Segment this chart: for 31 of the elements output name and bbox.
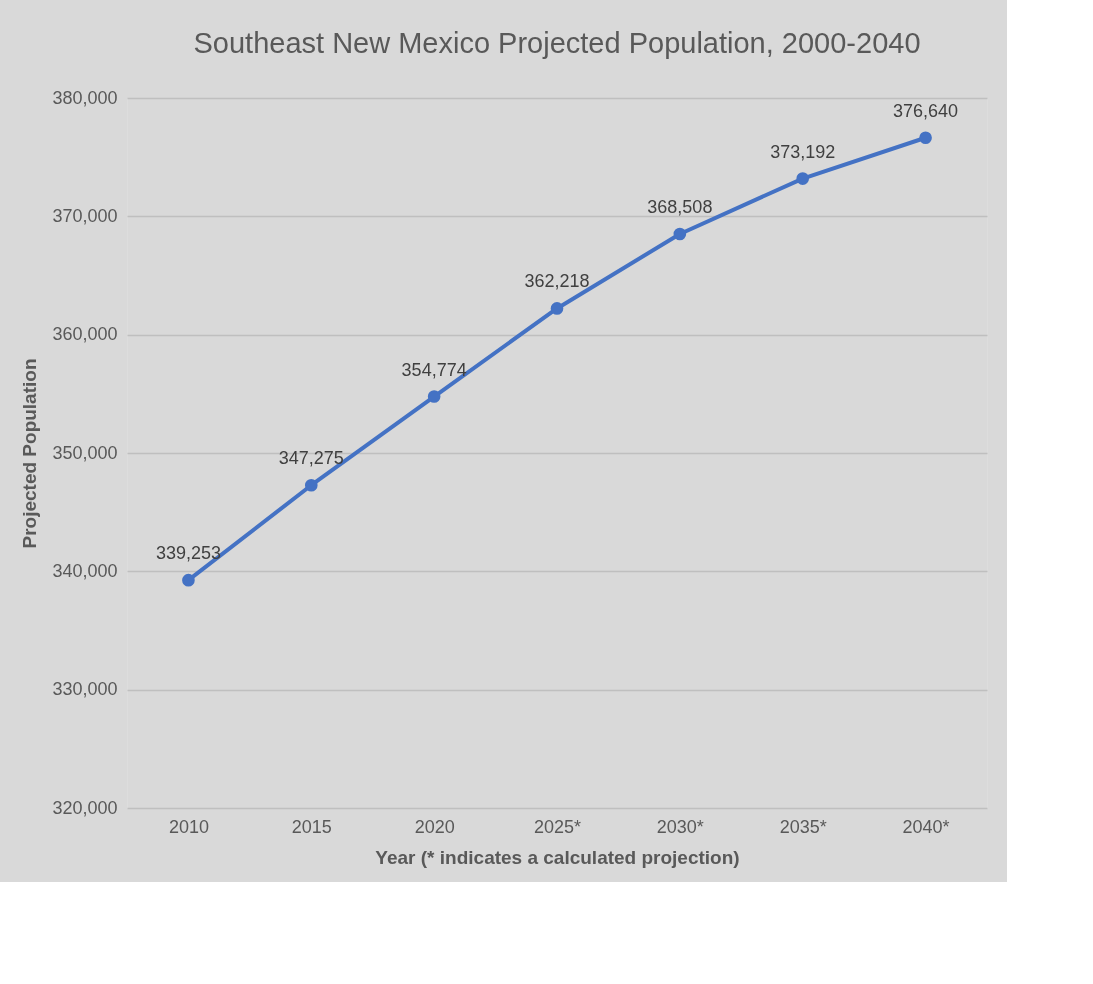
- chart-title: Southeast New Mexico Projected Population, 2000-2040: [193, 27, 921, 59]
- point: [550, 302, 564, 315]
- x-tick-label: 2015: [291, 816, 332, 837]
- y-tick-label: 350,000: [52, 442, 118, 463]
- data-label: 373,192: [770, 141, 836, 162]
- point: [304, 478, 318, 492]
- data-label: 362,218: [524, 271, 590, 292]
- x-tick-label: 2025*: [533, 816, 582, 837]
- y-tick-label: 360,000: [52, 324, 118, 345]
- y-tick-label: 320,000: [52, 797, 118, 818]
- x-tick-label: 2020: [414, 816, 455, 837]
- x-tick-label: 2030*: [656, 816, 704, 837]
- y-tick-label: 370,000: [52, 205, 118, 226]
- y-tick-label: 340,000: [52, 560, 118, 581]
- x-tick-label: 2010: [168, 816, 209, 837]
- data-label: 354,774: [401, 359, 467, 380]
- point: [673, 227, 687, 241]
- data-label: 368,508: [647, 196, 713, 217]
- data-label: 347,275: [278, 448, 344, 469]
- point: [919, 131, 932, 145]
- y-tick-label: 330,000: [52, 679, 118, 700]
- y-tick-label: 380,000: [52, 87, 118, 108]
- point: [182, 573, 195, 587]
- data-label: 376,640: [893, 100, 959, 121]
- x-tick-label: 2035*: [779, 816, 827, 837]
- point: [796, 172, 810, 185]
- data-label: 339,253: [155, 543, 221, 564]
- x-axis-title: Year (* indicates a calculated projection): [375, 846, 740, 868]
- y-axis-title: Projected Population: [19, 358, 41, 549]
- x-tick-label: 2040*: [902, 816, 950, 837]
- point: [427, 390, 441, 403]
